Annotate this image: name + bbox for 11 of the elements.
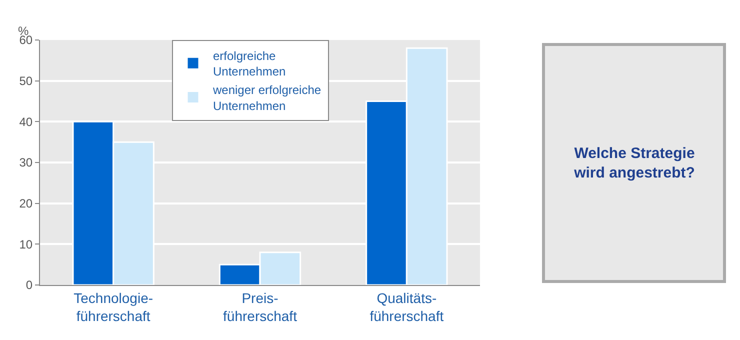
legend-label: weniger erfolgreiche Unternehmen: [212, 83, 322, 113]
y-tick-label: 20: [19, 196, 33, 211]
y-tick-label: 0: [26, 278, 33, 292]
x-tick-label: Qualitäts- führerschaft: [370, 290, 444, 324]
y-tick-label: 30: [19, 156, 33, 170]
y-tick-label: 10: [19, 237, 33, 252]
y-tick-label: 50: [19, 74, 33, 88]
x-tick-label: Preis- führerschaft: [223, 290, 298, 324]
text: Welche Strategie wird angestrebt?: [573, 144, 695, 182]
y-tick-label: 40: [19, 114, 33, 129]
x-tick-label: Technologie- führerschaft: [74, 290, 154, 324]
